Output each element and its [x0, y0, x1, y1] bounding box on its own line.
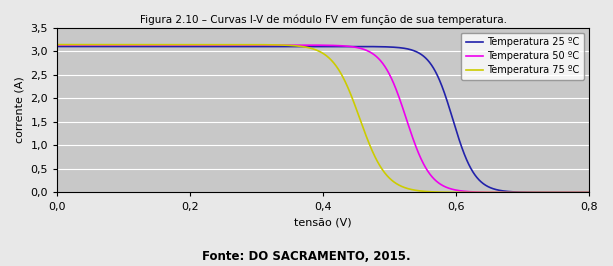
- Temperatura 50 ºC: [257, 44, 265, 47]
- Temperatura 75 ºC: [575, 191, 582, 194]
- Temperatura 75 ºC: [146, 43, 153, 46]
- Temperatura 50 ºC: [575, 191, 582, 194]
- Temperatura 25 ºC: [575, 191, 582, 194]
- Text: Fonte: DO SACRAMENTO, 2015.: Fonte: DO SACRAMENTO, 2015.: [202, 250, 411, 263]
- Temperatura 25 ºC: [585, 191, 593, 194]
- Y-axis label: corrente (A): corrente (A): [15, 77, 25, 143]
- Title: Figura 2.10 – Curvas I-V de módulo FV em função de sua temperatura.: Figura 2.10 – Curvas I-V de módulo FV em…: [140, 15, 507, 26]
- Temperatura 75 ºC: [257, 43, 265, 46]
- Line: Temperatura 50 ºC: Temperatura 50 ºC: [57, 45, 589, 193]
- Temperatura 50 ºC: [114, 44, 121, 47]
- Temperatura 25 ºC: [53, 45, 61, 48]
- Temperatura 75 ºC: [585, 191, 593, 194]
- Line: Temperatura 25 ºC: Temperatura 25 ºC: [57, 47, 589, 193]
- Legend: Temperatura 25 ºC, Temperatura 50 ºC, Temperatura 75 ºC: Temperatura 25 ºC, Temperatura 50 ºC, Te…: [461, 32, 584, 80]
- Temperatura 25 ºC: [281, 45, 288, 48]
- Temperatura 50 ºC: [281, 44, 288, 47]
- Temperatura 75 ºC: [53, 43, 61, 46]
- Temperatura 75 ºC: [281, 44, 288, 47]
- Line: Temperatura 75 ºC: Temperatura 75 ºC: [57, 45, 589, 193]
- Temperatura 25 ºC: [518, 190, 525, 194]
- Temperatura 50 ºC: [518, 191, 525, 194]
- X-axis label: tensão (V): tensão (V): [294, 217, 352, 227]
- Temperatura 25 ºC: [146, 45, 153, 48]
- Temperatura 50 ºC: [53, 44, 61, 47]
- Temperatura 50 ºC: [585, 191, 593, 194]
- Temperatura 75 ºC: [114, 43, 121, 46]
- Temperatura 75 ºC: [518, 191, 525, 194]
- Temperatura 25 ºC: [257, 45, 265, 48]
- Temperatura 50 ºC: [146, 44, 153, 47]
- Temperatura 25 ºC: [114, 45, 121, 48]
